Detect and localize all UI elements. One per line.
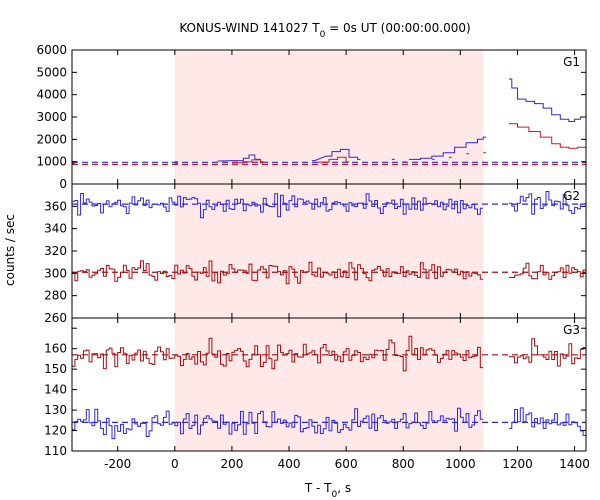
panel-label-g2: G2 [563,189,580,203]
y-tick-label-g1: 0 [59,177,67,191]
x-tick-label: 1400 [559,457,590,471]
y-axis-label: counts / sec [3,214,17,286]
y-tick-label-g3: 110 [44,444,67,458]
y-tick-label-g3: 120 [44,424,67,438]
panel-g2: 260 280 300 320 340 360 G2 [44,183,587,325]
x-tick-label: 600 [335,457,358,471]
y-tick-label-g3: 150 [44,362,67,376]
chart-title-prefix: KONUS-WIND 141027 T [179,21,320,35]
panel-g3: 110 120 130 140 150 160 G3 [44,317,587,458]
y-tick-label-g2: 280 [44,289,67,303]
y-tick-label-g1: 1000 [36,155,67,169]
series-g3-1 [72,335,586,372]
x-tick-label: 1000 [445,457,476,471]
x-tick-label: 0 [171,457,179,471]
x-tick-label: 1200 [502,457,533,471]
panel-g1: 0 1000 2000 3000 4000 5000 6000 G1 [36,43,587,191]
y-tick-label-g3: 140 [44,383,67,397]
y-tick-label-g3: 160 [44,342,67,356]
y-tick-label-g1: 2000 [36,132,67,146]
series-g1-2 [72,123,587,164]
y-tick-label-g1: 3000 [36,110,67,124]
y-tick-label-g2: 340 [44,222,67,236]
y-tick-label-g1: 5000 [36,65,67,79]
chart-title-subscript: 0 [320,30,326,40]
chart-title: KONUS-WIND 141027 T0 = 0s UT (00:00:00.0… [179,21,470,40]
x-axis-label-suffix: , s [337,481,351,495]
x-axis-label-subscript: 0 [332,490,338,500]
panel-label-g1: G1 [563,55,580,69]
panel-label-g3: G3 [563,323,580,337]
x-tick-label: 400 [278,457,301,471]
y-tick-label-g3: 130 [44,403,67,417]
x-tick-label: 200 [220,457,243,471]
y-tick-label-g2: 300 [44,266,67,280]
panel-frame-g3 [71,317,587,452]
x-axis-label-prefix: T - T [304,481,332,495]
y-tick-label-g1: 4000 [36,88,67,102]
x-tick-label: -200 [104,457,131,471]
chart-title-suffix: = 0s UT (00:00:00.000) [325,21,470,35]
series-g2-1 [72,191,586,219]
x-axis-label: T - T0, s [304,481,351,500]
x-tick-label: 800 [392,457,415,471]
y-tick-label-g1: 6000 [36,43,67,57]
y-tick-label-g2: 360 [44,199,67,213]
y-tick-label-g2: 260 [44,311,67,325]
chart-panels: 0100020003000400050006000G12602803003203… [36,43,589,471]
y-tick-label-g2: 320 [44,244,67,258]
